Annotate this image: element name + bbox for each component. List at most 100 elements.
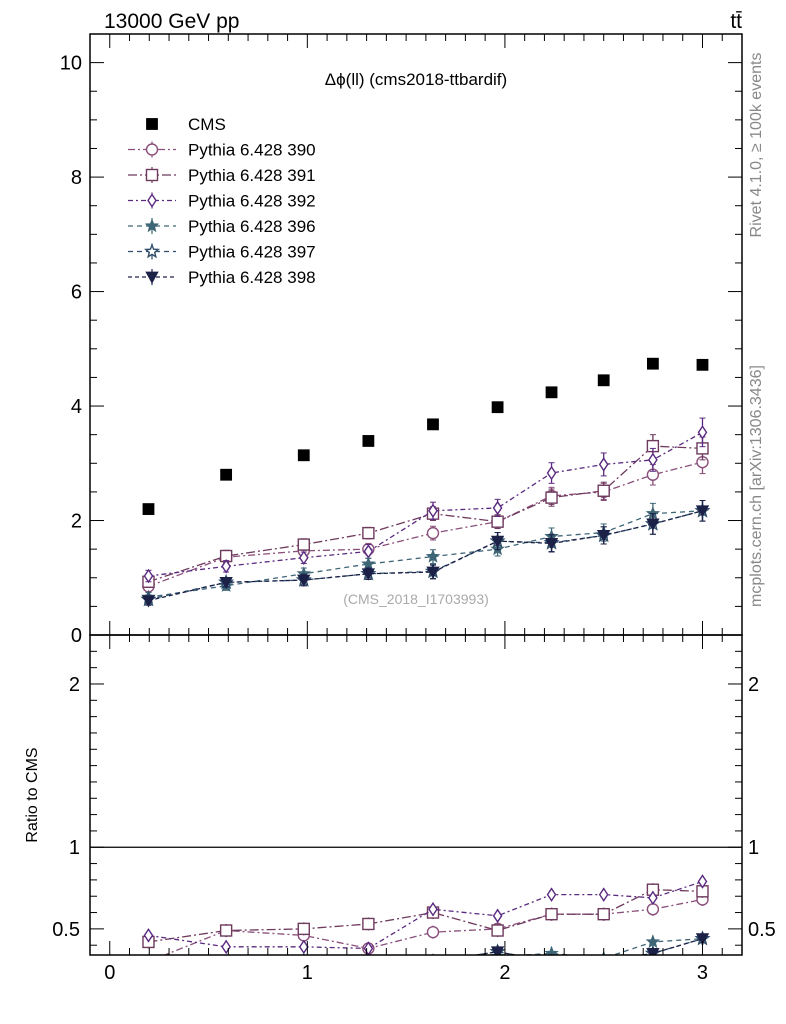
legend-entry: Pythia 6.428 398 <box>128 268 316 287</box>
series-pythia-6-428-398 <box>141 499 710 608</box>
ratio-y-tick-label-right: 0.5 <box>748 919 776 941</box>
ratio-series-line <box>163 898 703 955</box>
data-point-marker <box>646 947 660 955</box>
data-point-marker <box>602 952 605 955</box>
data-point-marker <box>428 902 438 917</box>
data-point-marker <box>220 958 232 969</box>
data-point-marker <box>645 934 661 949</box>
y-tick-label: 10 <box>60 53 82 75</box>
data-point-marker <box>597 374 610 387</box>
data-point-marker <box>492 500 503 516</box>
ratio-series-pythia-6-428-391 <box>142 883 709 949</box>
data-point-marker <box>697 425 708 440</box>
analysis-watermark: (CMS_2018_I1703993) <box>343 591 489 607</box>
ratio-series-group <box>142 874 711 972</box>
data-point-marker <box>648 452 658 468</box>
data-point-marker <box>143 568 154 584</box>
data-point-marker <box>432 953 434 955</box>
data-point-marker <box>219 576 233 590</box>
data-point-marker <box>646 903 660 916</box>
data-point-marker <box>298 939 309 955</box>
data-point-marker <box>362 917 375 931</box>
data-point-marker <box>492 908 503 924</box>
legend-entry: Pythia 6.428 397 <box>128 243 316 262</box>
main-series-group <box>140 357 711 608</box>
data-point-marker <box>220 468 233 481</box>
ratio-series-line <box>148 880 703 950</box>
data-point-marker <box>426 526 440 540</box>
data-point-marker <box>142 961 154 972</box>
data-point-marker <box>143 243 161 259</box>
data-point-marker <box>545 907 558 921</box>
data-point-marker <box>428 503 438 519</box>
series-line <box>148 431 703 577</box>
data-point-marker <box>646 357 659 370</box>
legend-entry: CMS <box>146 115 226 134</box>
data-point-marker <box>597 907 610 921</box>
data-point-marker <box>490 946 505 955</box>
data-point-marker <box>143 928 154 943</box>
data-point-marker <box>147 193 157 208</box>
ratio-y-axis-label: Ratio to CMS <box>24 747 41 842</box>
data-point-marker <box>695 505 710 518</box>
data-point-marker <box>145 271 159 284</box>
ratio-frame <box>89 634 743 956</box>
series-pythia-6-428-392 <box>143 417 708 584</box>
data-point-marker <box>297 538 310 551</box>
data-point-marker <box>598 957 610 968</box>
data-point-marker <box>362 435 375 447</box>
data-point-marker <box>367 953 369 955</box>
data-point-marker <box>695 933 710 946</box>
ratio-series-line <box>148 889 703 943</box>
data-point-marker <box>142 958 154 970</box>
mcplots-label: mcplots.cern.ch [arXiv:1306.3436] <box>748 365 765 607</box>
data-point-marker <box>146 118 158 130</box>
data-point-marker <box>368 954 369 955</box>
ratio-series-line <box>513 938 703 955</box>
data-point-marker <box>545 386 558 399</box>
data-point-marker <box>544 945 559 955</box>
x-tick-label: 3 <box>697 962 708 984</box>
data-point-marker <box>491 515 504 528</box>
data-point-marker <box>490 535 505 548</box>
ratio-series-pythia-6-428-398 <box>142 932 710 972</box>
data-point-marker <box>142 503 155 515</box>
data-point-marker <box>144 218 160 233</box>
ratio-y-tick-label: 2 <box>69 674 80 696</box>
chart-title: Δϕ(ll) (cms2018-ttbardif) <box>325 70 507 89</box>
x-tick-label: 0 <box>104 962 115 984</box>
data-point-marker <box>427 957 439 968</box>
series-line <box>148 445 703 583</box>
data-point-marker <box>362 526 375 540</box>
data-point-marker <box>545 491 558 504</box>
rivet-version-label: Rivet 4.1.0, ≥ 100k events <box>748 53 765 238</box>
y-tick-label: 2 <box>71 511 82 533</box>
legend-entry: Pythia 6.428 396 <box>128 217 316 236</box>
data-point-marker <box>550 953 553 955</box>
legend-label: Pythia 6.428 397 <box>188 243 316 262</box>
ratio-y-tick-label: 1 <box>69 837 80 859</box>
data-point-marker <box>426 925 440 939</box>
y-tick-label: 4 <box>71 396 82 418</box>
data-point-marker <box>362 958 374 969</box>
data-point-marker <box>491 924 504 937</box>
data-point-marker <box>546 957 558 968</box>
data-point-marker <box>145 168 159 182</box>
data-point-marker <box>143 956 154 967</box>
ratio-series-pythia-6-428-392 <box>143 874 708 955</box>
legend-label: Pythia 6.428 392 <box>188 192 316 211</box>
legend-label: Pythia 6.428 396 <box>188 217 316 236</box>
legend-entry: Pythia 6.428 390 <box>128 141 316 160</box>
y-tick-label: 8 <box>71 167 82 189</box>
series-line <box>148 510 703 598</box>
x-tick-label: 2 <box>499 962 510 984</box>
header-energy-label: 13000 GeV pp <box>104 10 239 33</box>
data-point-marker <box>427 418 439 431</box>
data-point-marker <box>432 953 434 955</box>
legend-label: Pythia 6.428 391 <box>188 166 316 185</box>
data-point-marker <box>544 538 559 551</box>
data-point-marker <box>546 887 557 902</box>
y-tick-label: 0 <box>71 625 82 647</box>
legend-entry: Pythia 6.428 391 <box>128 166 316 185</box>
legend-entry: Pythia 6.428 392 <box>128 192 316 211</box>
